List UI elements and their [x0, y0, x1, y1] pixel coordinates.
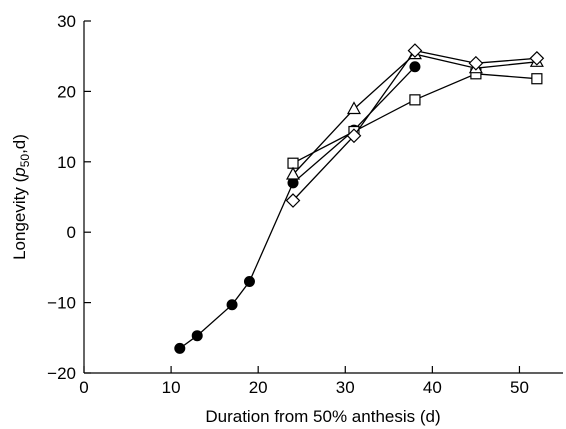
y-tick-label: −10: [47, 294, 76, 313]
data-point-filled-circle: [243, 275, 255, 287]
x-tick-label: 50: [510, 378, 529, 397]
series-layer: [174, 43, 545, 354]
y-axis-title-subscript: 50: [18, 154, 32, 168]
data-point-filled-circle: [174, 342, 186, 354]
data-point-open-diamond: [285, 193, 301, 208]
y-axis-title: Longevity (p50,d): [10, 134, 32, 260]
x-tick-label: 0: [79, 378, 88, 397]
y-tick-label: 0: [67, 223, 76, 242]
x-axis-ticks: 0 10 20 30 40 50: [79, 366, 529, 397]
series-line: [179, 66, 416, 349]
data-point-filled-circle: [226, 299, 238, 311]
data-point-open-triangle: [286, 166, 301, 180]
plot-area: [83, 21, 563, 374]
data-point-filled-circle: [409, 61, 421, 73]
y-tick-label: −20: [47, 364, 76, 383]
series-line: [292, 49, 537, 201]
y-axis-title-symbol: p: [10, 167, 29, 177]
y-tick-label: 20: [57, 82, 76, 101]
data-point-open-diamond: [407, 43, 423, 58]
data-point-open-diamond: [346, 128, 362, 144]
x-tick-label: 30: [336, 378, 355, 397]
series-line: [292, 73, 537, 164]
y-axis-title-prefix: Longevity (: [10, 176, 29, 259]
x-tick-label: 40: [423, 378, 442, 397]
x-tick-label: 20: [249, 378, 268, 397]
data-point-open-diamond: [529, 50, 545, 66]
series-open-square: [287, 68, 543, 169]
data-point-open-square: [531, 73, 543, 85]
series-filled-circle: [174, 61, 421, 354]
data-point-filled-circle: [191, 330, 203, 342]
y-axis-title-suffix: ,d): [10, 134, 29, 154]
y-tick-label: 10: [57, 153, 76, 172]
y-axis-ticks: −20 −10 0 10 20 30: [47, 12, 91, 383]
data-point-open-diamond: [468, 55, 484, 71]
x-axis-title: Duration from 50% anthesis (d): [205, 407, 440, 426]
data-point-open-square: [287, 157, 299, 169]
y-tick-label: 30: [57, 12, 76, 31]
data-point-open-triangle: [346, 101, 361, 115]
data-point-open-square: [409, 94, 421, 106]
series-open-diamond: [285, 43, 545, 208]
x-tick-label: 10: [162, 378, 181, 397]
